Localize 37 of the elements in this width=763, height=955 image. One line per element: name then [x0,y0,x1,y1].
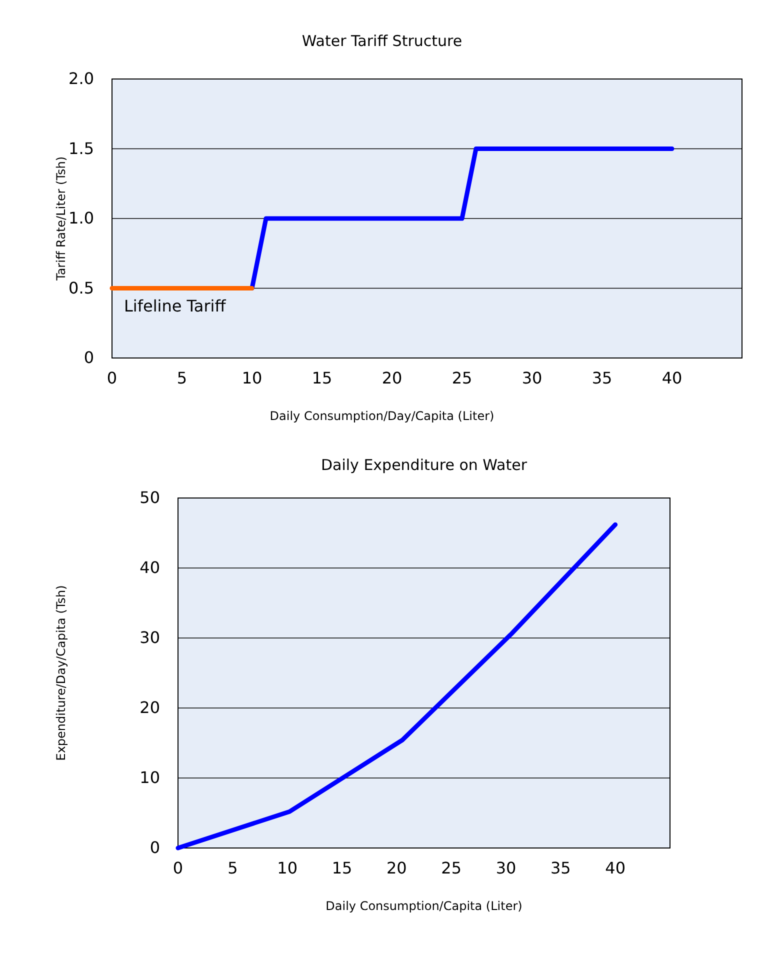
y-tick-label: 0.5 [68,278,94,298]
x-tick-label: 0 [106,368,118,388]
line-series [176,522,618,850]
x-tick-label: 35 [550,858,571,878]
x-tick-label: 25 [452,368,472,388]
x-tick-label: 15 [312,368,332,388]
y-tick-label: 40 [140,558,160,578]
x-axis-title: Daily Consumption/Capita (Liter) [326,899,522,913]
x-tick-label: 30 [522,368,542,388]
x-tick-label: 15 [332,858,352,878]
x-tick-label: 20 [386,858,407,878]
x-axis-title: Daily Consumption/Day/Capita (Liter) [270,409,494,423]
y-tick-label: 2.0 [68,69,94,88]
y-axis-title: Expenditure/Day/Capita (Tsh) [54,585,68,761]
y-tick-label: 0 [84,348,94,368]
chart-title: Daily Expenditure on Water [320,456,528,474]
y-tick-label: 50 [140,488,160,508]
x-tick-label: 25 [441,858,462,878]
y-tick-label: 30 [140,628,160,648]
y-axis-title: Tariff Rate/Liter (Tsh) [54,156,68,282]
chart-title: Water Tariff Structure [302,32,462,50]
x-tick-label: 20 [382,368,402,388]
y-tick-label: 1.5 [68,138,94,158]
x-tick-label: 0 [172,858,184,878]
x-tick-label: 5 [176,368,188,388]
x-tick-label: 40 [662,368,682,388]
series-label: Lifeline Tariff [124,296,227,316]
x-tick-label: 10 [242,368,262,388]
y-tick-label: 1.0 [68,208,94,228]
y-tick-label: 0 [150,838,160,858]
x-tick-label: 40 [605,858,626,878]
y-tick-label: 20 [140,698,160,718]
x-tick-label: 10 [277,858,298,878]
x-tick-label: 5 [228,858,238,878]
y-tick-label: 10 [140,768,160,788]
x-tick-label: 35 [592,368,612,388]
x-tick-label: 30 [496,858,516,878]
